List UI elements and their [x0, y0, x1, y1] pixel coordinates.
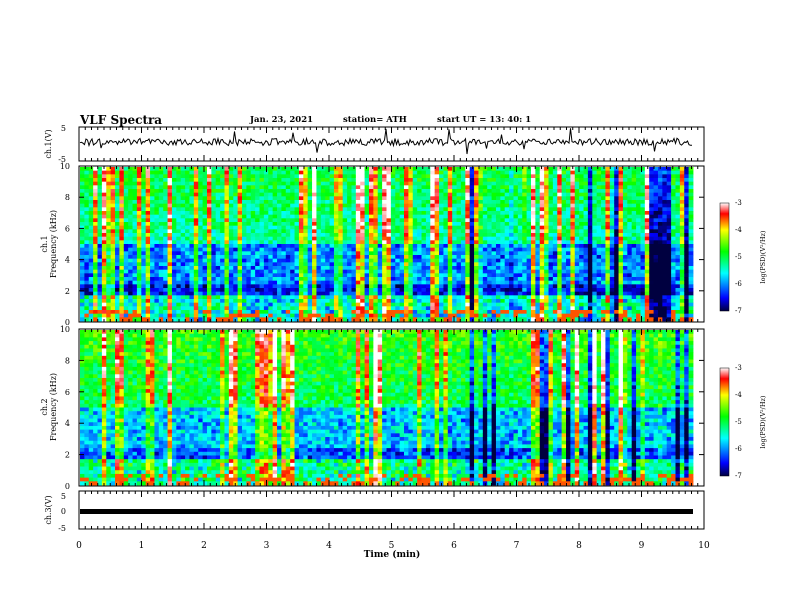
- ch1-colorbar: -3 -4 -5 -6 -7 log(PSD)(V²/Hz): [719, 199, 767, 315]
- ch2-freq-axis-label: Frequency (kHz): [49, 373, 58, 441]
- ch1-cb-tick-3: -6: [735, 280, 742, 288]
- time-tick-label: 0: [76, 541, 82, 551]
- ch3-waveform-line: [80, 509, 693, 514]
- ch2-cb-tick-1: -4: [735, 391, 742, 399]
- ch1-cb-tick-0: -3: [735, 199, 742, 207]
- start-time-label: start UT = 13: 40: 1: [437, 115, 532, 125]
- ch1-cb-tick-2: -5: [735, 253, 742, 261]
- ch2-colorbar: -3 -4 -5 -6 -7 log(PSD)(V²/Hz): [719, 364, 767, 480]
- ch1-waveform-panel: 5 -5 ch.1(V): [44, 124, 705, 164]
- ch2-cb-tick-3: -6: [735, 445, 742, 453]
- station-label: station= ATH: [343, 115, 407, 125]
- ch3-waveform-panel: 5 0 -5 ch.3(V): [44, 490, 705, 533]
- ch2-spectrogram-panel: 0 2 4 6 8 10 ch.2 Frequency (kHz): [40, 325, 705, 491]
- ch2-colorbar-label: log(PSD)(V²/Hz): [759, 395, 767, 448]
- time-tick-label: 6: [451, 541, 457, 551]
- ch3-ytick-mid: 0: [61, 507, 66, 516]
- ch2-cb-tick-2: -5: [735, 418, 742, 426]
- ch3-ytick-bottom: -5: [58, 524, 66, 533]
- ch1-cb-tick-1: -4: [735, 226, 742, 234]
- ch1-freq-axis-label: Frequency (kHz): [49, 210, 58, 278]
- ch1-colorbar-gradient: [719, 202, 730, 312]
- ch1-spectrogram: [80, 167, 704, 322]
- ch2-spec-ylabel: ch.2: [40, 398, 49, 415]
- ch3-waveform-ylabel: ch.3(V): [44, 495, 53, 524]
- ch1-ytick-bottom: -5: [58, 155, 66, 164]
- freq-tick-label: 4: [65, 256, 70, 265]
- time-ticks: [78, 127, 705, 529]
- ch1-waveform-line: [79, 128, 693, 155]
- time-tick-label: 8: [576, 541, 582, 551]
- ch1-cb-tick-4: -7: [735, 307, 742, 315]
- freq-tick-label: 10: [60, 162, 70, 171]
- ch2-spectrogram: [80, 330, 704, 486]
- ch3-ytick-top: 5: [61, 492, 66, 501]
- freq-tick-label: 8: [65, 356, 70, 365]
- ch2-cb-tick-4: -7: [735, 472, 742, 480]
- ch2-cb-tick-0: -3: [735, 364, 742, 372]
- time-tick-label: 10: [698, 541, 710, 551]
- ch1-freq-ticks: 0 2 4 6 8 10: [60, 162, 704, 327]
- ch1-ytick-top: 5: [61, 124, 66, 133]
- time-tick-label: 5: [389, 541, 395, 551]
- ch1-spectrogram-panel: 0 2 4 6 8 10 ch.1 Frequency (kHz): [40, 162, 705, 327]
- freq-tick-label: 10: [60, 325, 70, 334]
- freq-tick-label: 8: [65, 193, 70, 202]
- ch2-colorbar-gradient: [719, 367, 730, 477]
- ch1-waveform-ylabel: ch.1(V): [44, 129, 53, 158]
- time-tick-label: 3: [264, 541, 270, 551]
- time-tick-label: 7: [514, 541, 520, 551]
- ch2-freq-ticks: 0 2 4 6 8 10: [60, 325, 704, 491]
- freq-tick-label: 2: [65, 287, 70, 296]
- ch1-colorbar-label: log(PSD)(V²/Hz): [759, 230, 767, 283]
- time-axis-labels: 0 1 2 3 4 5 6 7 8 9 10: [76, 541, 710, 551]
- time-tick-label: 9: [639, 541, 645, 551]
- freq-tick-label: 0: [65, 318, 70, 327]
- figure-title: VLF Spectra: [80, 113, 163, 127]
- date-label: Jan. 23, 2021: [250, 115, 314, 125]
- time-tick-label: 1: [139, 541, 145, 551]
- time-tick-label: 4: [326, 541, 332, 551]
- freq-tick-label: 0: [65, 482, 70, 491]
- freq-tick-label: 2: [65, 451, 70, 460]
- time-tick-label: 2: [201, 541, 207, 551]
- freq-tick-label: 6: [65, 224, 70, 233]
- time-axis-label: Time (min): [364, 549, 421, 560]
- ch1-spec-ylabel: ch.1: [40, 235, 49, 252]
- freq-tick-label: 4: [65, 419, 70, 428]
- freq-tick-label: 6: [65, 388, 70, 397]
